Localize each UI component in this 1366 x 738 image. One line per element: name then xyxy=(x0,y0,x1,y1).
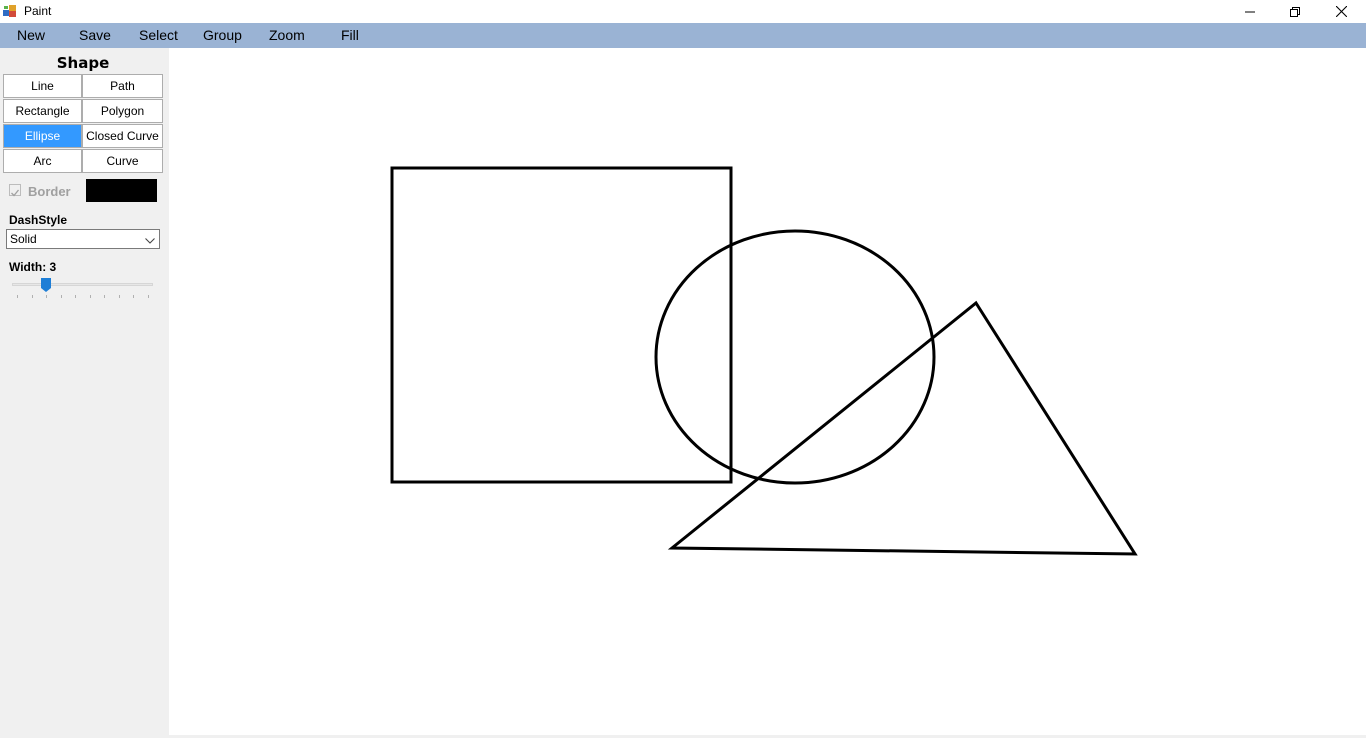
checkmark-icon xyxy=(11,189,20,197)
slider-tick xyxy=(104,295,105,298)
restore-button[interactable] xyxy=(1272,0,1318,23)
border-color-swatch[interactable] xyxy=(86,179,157,202)
canvas-drawing xyxy=(390,166,1138,556)
border-checkbox[interactable] xyxy=(9,184,21,197)
bottom-edge xyxy=(0,735,1366,738)
chevron-down-icon xyxy=(145,234,155,248)
shape-button-curve[interactable]: Curve xyxy=(82,149,163,173)
shape-button-path[interactable]: Path xyxy=(82,74,163,98)
dashstyle-select[interactable]: Solid xyxy=(6,229,160,249)
shape-button-line[interactable]: Line xyxy=(3,74,82,98)
ellipse-shape[interactable] xyxy=(654,229,936,485)
menu-select[interactable]: Select xyxy=(139,27,178,43)
dashstyle-label: DashStyle xyxy=(9,213,68,227)
slider-tick xyxy=(32,295,33,298)
minimize-button[interactable] xyxy=(1227,0,1273,23)
shape-button-ellipse[interactable]: Ellipse xyxy=(3,124,82,148)
shape-button-polygon[interactable]: Polygon xyxy=(82,99,163,123)
rectangle-shape[interactable] xyxy=(390,166,733,484)
dashstyle-value: Solid xyxy=(10,232,37,246)
tool-panel: Shape Line Path Rectangle Polygon Ellips… xyxy=(0,48,169,738)
slider-tick xyxy=(90,295,91,298)
slider-tick xyxy=(119,295,120,298)
menu-new[interactable]: New xyxy=(17,27,46,43)
close-button[interactable] xyxy=(1318,0,1364,23)
shape-button-grid: Line Path Rectangle Polygon Ellipse Clos… xyxy=(3,74,163,175)
title-bar: Paint xyxy=(0,0,1366,23)
slider-tick xyxy=(75,295,76,298)
slider-thumb[interactable] xyxy=(41,278,51,292)
shape-button-arc[interactable]: Arc xyxy=(3,149,82,173)
slider-tick xyxy=(133,295,134,298)
shape-button-closed-curve[interactable]: Closed Curve xyxy=(82,124,163,148)
menu-save[interactable]: Save xyxy=(79,27,111,43)
width-label: Width: 3 xyxy=(9,260,57,274)
shape-button-rectangle[interactable]: Rectangle xyxy=(3,99,82,123)
menu-fill[interactable]: Fill xyxy=(341,27,359,43)
menu-group[interactable]: Group xyxy=(203,27,242,43)
close-icon xyxy=(1335,6,1347,17)
slider-tick xyxy=(61,295,62,298)
slider-tick xyxy=(148,295,149,298)
menu-bar: New Save Select Group Zoom Fill xyxy=(0,23,1366,48)
slider-track xyxy=(12,283,153,286)
paint-app-icon xyxy=(3,5,17,18)
slider-tick xyxy=(46,295,47,298)
drawing-canvas[interactable] xyxy=(169,48,1366,735)
restore-icon xyxy=(1290,6,1300,17)
slider-tick xyxy=(17,295,18,298)
polygon-shape[interactable] xyxy=(667,300,1138,556)
width-slider[interactable] xyxy=(12,276,154,302)
window-title: Paint xyxy=(24,4,52,18)
minimize-icon xyxy=(1245,11,1255,12)
shape-panel-title: Shape xyxy=(56,54,110,72)
border-label: Border xyxy=(28,184,71,199)
menu-zoom[interactable]: Zoom xyxy=(269,27,305,43)
